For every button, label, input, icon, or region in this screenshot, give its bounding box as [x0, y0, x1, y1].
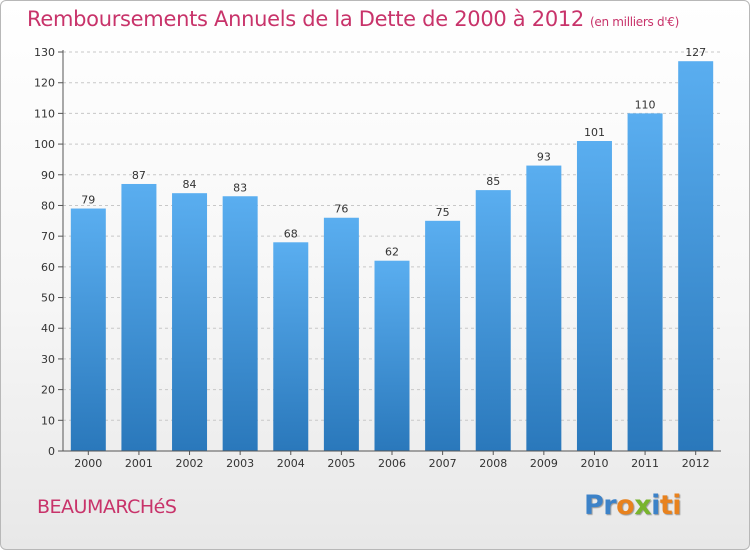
- bar: [323, 217, 359, 451]
- x-tick-label: 2001: [125, 457, 153, 470]
- bar: [526, 165, 562, 452]
- y-tick-label: 120: [34, 77, 55, 90]
- proxiti-logo: Proxiti: [584, 490, 682, 521]
- y-tick-label: 50: [41, 292, 55, 305]
- bar: [121, 183, 157, 451]
- bar: [425, 220, 461, 451]
- y-tick-label: 0: [48, 445, 55, 458]
- bar: [576, 141, 612, 451]
- logo-letter: x: [634, 490, 652, 521]
- data-label: 84: [183, 178, 197, 191]
- y-tick-label: 110: [34, 107, 55, 120]
- x-tick-label: 2012: [682, 457, 710, 470]
- data-label: 62: [385, 246, 399, 259]
- x-tick-label: 2009: [530, 457, 558, 470]
- bar: [678, 61, 714, 451]
- bar: [475, 190, 511, 451]
- x-tick-label: 2002: [176, 457, 204, 470]
- y-tick-label: 130: [34, 46, 55, 59]
- y-tick-label: 10: [41, 414, 55, 427]
- logo-letter: i: [672, 490, 682, 521]
- y-tick-label: 60: [41, 261, 55, 274]
- bar: [70, 208, 106, 451]
- x-tick-label: 2006: [378, 457, 406, 470]
- x-tick-label: 2007: [429, 457, 457, 470]
- y-tick-label: 90: [41, 169, 55, 182]
- unit-label: (en milliers d'€): [590, 15, 680, 29]
- bars: 79 87 84 83 68 76 62 75 85 93 101 110 127: [70, 46, 714, 452]
- data-label: 127: [685, 46, 706, 59]
- data-label: 79: [81, 194, 95, 207]
- data-label: 75: [436, 206, 450, 219]
- logo-letter: o: [616, 490, 635, 521]
- y-tick-label: 20: [41, 384, 55, 397]
- bar: [374, 260, 410, 451]
- chart-title: Remboursements Annuels de la Dette de 20…: [27, 7, 679, 31]
- y-tick-label: 70: [41, 230, 55, 243]
- place-name: BEAUMARCHéS: [37, 496, 177, 518]
- y-tick-label: 30: [41, 353, 55, 366]
- title-text: Remboursements Annuels de la Dette de 20…: [27, 7, 584, 31]
- x-tick-label: 2008: [479, 457, 507, 470]
- logo-letter: r: [603, 490, 617, 521]
- x-tick-label: 2003: [226, 457, 254, 470]
- logo-letter: t: [659, 490, 673, 521]
- data-label: 101: [584, 126, 605, 139]
- data-label: 93: [537, 151, 551, 164]
- data-label: 85: [486, 175, 500, 188]
- bar: [222, 196, 258, 451]
- data-label: 87: [132, 169, 146, 182]
- bar: [627, 113, 663, 451]
- data-label: 68: [284, 227, 298, 240]
- axes: 0 10 20 30 40 50 60 70 80 90 100 110 120 130 2000 2001 2…: [34, 46, 721, 470]
- y-tick-label: 80: [41, 199, 55, 212]
- data-label: 110: [635, 98, 656, 111]
- x-tick-label: 2005: [327, 457, 355, 470]
- logo-letter: P: [584, 490, 604, 521]
- data-label: 76: [334, 203, 348, 216]
- bar: [172, 193, 208, 451]
- x-tick-label: 2010: [580, 457, 608, 470]
- x-tick-label: 2004: [277, 457, 305, 470]
- y-tick-label: 40: [41, 322, 55, 335]
- x-tick-label: 2000: [74, 457, 102, 470]
- data-label: 83: [233, 181, 247, 194]
- logo-letter: i: [651, 490, 660, 521]
- bar: [273, 242, 309, 451]
- y-tick-label: 100: [34, 138, 55, 151]
- x-tick-label: 2011: [631, 457, 659, 470]
